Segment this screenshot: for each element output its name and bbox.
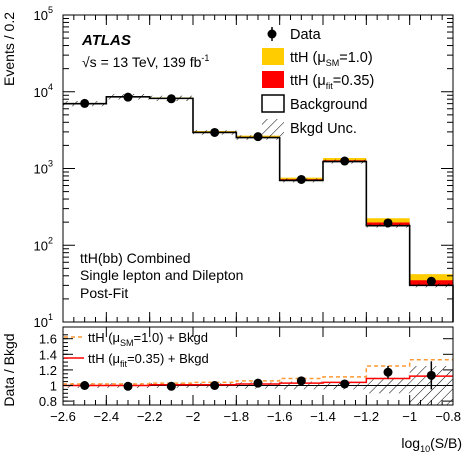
- main-y-tick-label: 101: [34, 312, 53, 330]
- ratio-legend-fit-label: ttH (μfit=0.35) + Bkgd: [88, 351, 209, 369]
- ratio-legend-fit-tail: =0.35) + Bkgd: [127, 351, 209, 366]
- ratio-x-tick-label: −1.6: [267, 409, 293, 424]
- x-axis-title-tail: (S/B): [430, 435, 462, 451]
- ratio-x-tick-label: −1: [402, 409, 417, 424]
- legend-signal-sm-swatch: [262, 48, 284, 65]
- main-y-tick-label: 103: [34, 159, 53, 177]
- ratio-y-tick-label: 1.4: [39, 347, 57, 362]
- legend-data-label: Data: [290, 27, 322, 43]
- ratio-y-axis-title: Data / Bkgd: [1, 333, 17, 406]
- main-y-tick-label: 104: [34, 82, 53, 100]
- ratio-legend-sm-label: ttH (μSM=1.0) + Bkgd: [88, 330, 208, 348]
- ratio-x-tick-label: −2.6: [50, 409, 76, 424]
- ratio-y-tick-label: 0.8: [39, 394, 57, 409]
- ratio-data-point: [297, 376, 306, 385]
- ratio-legend-fit-text: ttH (μ: [88, 351, 120, 366]
- legend-signal-fit-tail: =0.35): [333, 73, 375, 89]
- ratio-data-point: [167, 382, 176, 391]
- main-legend: Data ttH (μSM=1.0) ttH (μfit=0.35) Backg…: [262, 27, 374, 137]
- energy-sup: -1: [201, 53, 209, 63]
- data-point: [340, 157, 349, 166]
- main-y-tick-label: 105: [34, 5, 53, 23]
- legend-signal-fit-label: ttH (μfit=0.35): [290, 73, 374, 91]
- data-point: [427, 277, 436, 286]
- channel-line-1: ttH(bb) Combined: [80, 250, 191, 266]
- channel-line-3: Post-Fit: [80, 285, 128, 301]
- legend-signal-fit-swatch: [262, 71, 284, 88]
- data-point: [124, 93, 133, 102]
- legend-signal-sm-tail: =1.0): [339, 50, 372, 66]
- energy-text: √s = 13 TeV, 139 fb: [82, 54, 202, 70]
- ratio-legend-sm-text: ttH (μ: [88, 330, 120, 345]
- ratio-data-point: [80, 381, 89, 390]
- main-y-tick-exponent: 1: [48, 312, 53, 322]
- ratio-x-tick-label: −1.2: [353, 409, 379, 424]
- legend-signal-sm-label: ttH (μSM=1.0): [290, 50, 373, 68]
- ratio-data-point: [384, 368, 393, 377]
- main-y-axis-title: Events / 0.2: [1, 12, 17, 86]
- ratio-legend: ttH (μSM=1.0) + Bkgd ttH (μfit=0.35) + B…: [64, 330, 209, 369]
- x-axis-title-sub: 10: [420, 444, 430, 454]
- ratio-data-point: [427, 371, 436, 380]
- main-y-tick-exponent: 2: [48, 235, 53, 245]
- main-y-tick-exponent: 5: [48, 5, 53, 15]
- ratio-x-tick-label: −2: [186, 409, 201, 424]
- channel-line-2: Single lepton and Dilepton: [80, 267, 243, 283]
- main-y-tick-exponent: 3: [48, 159, 53, 169]
- ratio-x-tick-label: −1.8: [223, 409, 249, 424]
- ratio-data-point: [340, 379, 349, 388]
- ratio-x-tick-label: −0.8: [435, 409, 461, 424]
- legend-signal-sm-sub: SM: [326, 58, 340, 68]
- ratio-data-point: [124, 382, 133, 391]
- main-y-tick-exponent: 4: [48, 82, 53, 92]
- legend-signal-sm-text: ttH (μ: [290, 50, 326, 66]
- legend-bkgd-unc-label: Bkgd Unc.: [290, 121, 357, 137]
- data-point: [80, 99, 89, 108]
- data-point: [167, 94, 176, 103]
- ratio-legend-sm-sub: SM: [120, 338, 134, 348]
- main-y-tick-label: 102: [34, 235, 53, 253]
- ratio-data-point: [210, 381, 219, 390]
- data-point: [297, 175, 306, 184]
- data-point: [384, 218, 393, 227]
- legend-background-swatch: [262, 95, 284, 112]
- energy-label: √s = 13 TeV, 139 fb-1: [82, 53, 209, 70]
- data-point: [210, 128, 219, 137]
- ratio-data-point: [254, 379, 263, 388]
- ratio-y-tick-label: 1.2: [39, 363, 57, 378]
- atlas-label: ATLAS: [81, 32, 131, 49]
- ratio-x-tick-label: −2.4: [93, 409, 119, 424]
- data-point: [254, 132, 263, 141]
- x-axis-title-main: log: [401, 435, 420, 451]
- ratio-legend-sm-tail: =1.0) + Bkgd: [134, 330, 208, 345]
- legend-background-label: Background: [290, 97, 367, 113]
- ratio-y-tick-label: 1: [50, 379, 57, 394]
- x-axis-title: log10(S/B): [401, 435, 462, 454]
- legend-bkgd-unc-swatch: [262, 119, 284, 136]
- legend-signal-fit-text: ttH (μ: [290, 73, 326, 89]
- ratio-x-tick-label: −2.2: [137, 409, 163, 424]
- ratio-x-tick-label: −1.4: [310, 409, 336, 424]
- ratio-y-tick-label: 1.6: [39, 332, 57, 347]
